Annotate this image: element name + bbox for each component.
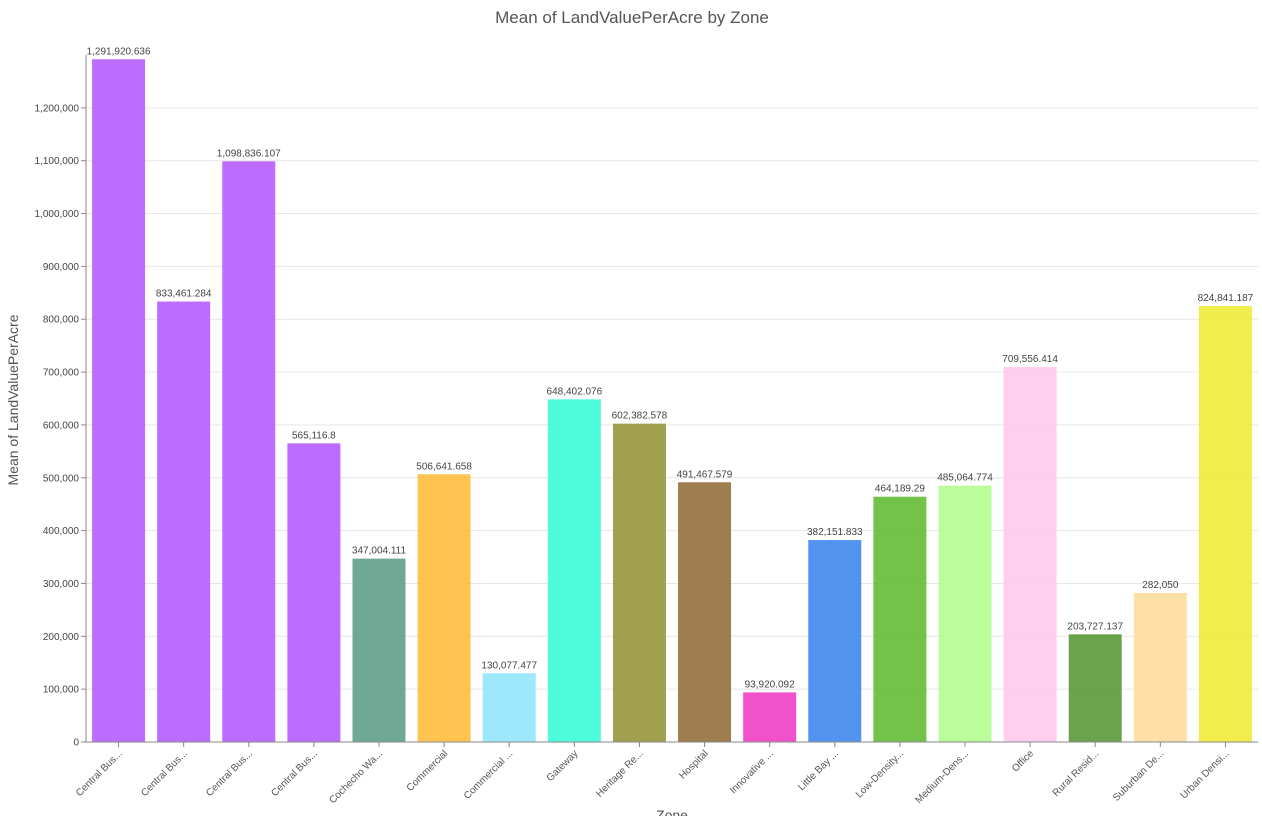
gridlines [86, 107, 1258, 690]
x-tick-label: Rural Resid... [1051, 748, 1102, 799]
bar[interactable] [1003, 367, 1057, 742]
bar[interactable] [1133, 592, 1187, 742]
bar[interactable] [808, 540, 862, 742]
y-tick-label: 700,000 [43, 368, 80, 379]
data-label: 506,641.658 [416, 461, 472, 472]
data-labels: 1,291,920.636 833,461.284 1,098,836.107 565… [87, 46, 1254, 690]
data-label: 1,098,836.107 [217, 148, 281, 159]
bars [92, 59, 1252, 742]
y-tick-label: 1,200,000 [35, 103, 80, 114]
y-tick-labels: 0 100,000 200,000 300,000 400,000 500,000 600,… [35, 103, 86, 749]
x-axis-title: Zone [656, 807, 688, 816]
data-label: 464,189.29 [875, 484, 925, 495]
x-tick-label: Gateway [545, 748, 581, 784]
y-tick-label: 500,000 [43, 473, 80, 484]
x-tick-label: Heritage Re... [594, 748, 645, 799]
bar[interactable] [547, 399, 601, 742]
y-tick-label: 800,000 [43, 315, 80, 326]
data-label: 282,050 [1142, 580, 1179, 591]
x-tick-label: Medium-Dens... [913, 748, 971, 806]
y-axis-title: Mean of LandValuePerAcre [5, 314, 21, 485]
data-label: 347,004.111 [352, 546, 407, 557]
x-tick-label: Commercial ... [462, 748, 515, 801]
y-tick-label: 600,000 [43, 420, 80, 431]
data-label: 130,077.477 [481, 660, 537, 671]
bar[interactable] [1068, 634, 1122, 742]
x-tick-label: Central Bus... [139, 748, 190, 799]
data-label: 648,402.076 [547, 386, 603, 397]
data-label: 833,461.284 [156, 289, 212, 300]
bar[interactable] [1198, 306, 1252, 742]
bar[interactable] [417, 474, 471, 742]
bar[interactable] [92, 59, 146, 742]
x-tick-label: Little Bay ... [796, 748, 841, 793]
data-label: 203,727.137 [1067, 621, 1123, 632]
data-label: 565,116.8 [292, 430, 336, 441]
x-tick-label: Central Bus... [204, 748, 255, 799]
data-label: 485,064.774 [937, 473, 993, 484]
y-tick-label: 300,000 [43, 579, 80, 590]
x-tick-label: Office [1010, 748, 1036, 774]
x-tick-label: Hospital [677, 748, 710, 781]
x-tick-label: Cochecho Wa... [327, 748, 385, 806]
y-tick-label: 900,000 [43, 262, 80, 273]
y-tick-label: 400,000 [43, 526, 80, 537]
data-label: 602,382.578 [612, 411, 668, 422]
chart-title: Mean of LandValuePerAcre by Zone [495, 8, 769, 27]
data-label: 824,841.187 [1198, 293, 1254, 304]
x-tick-label: Innovative ... [728, 748, 776, 796]
x-tick-label: Commercial [405, 748, 450, 793]
x-tick-label: Low-Density... [854, 748, 906, 800]
axes [85, 55, 1258, 743]
data-label: 1,291,920.636 [87, 46, 151, 57]
data-label: 709,556.414 [1002, 354, 1058, 365]
data-label: 491,467.579 [677, 469, 733, 480]
bar[interactable] [938, 485, 992, 742]
bar[interactable] [222, 161, 276, 742]
bar[interactable] [873, 496, 927, 742]
x-tick-label: Suburban De... [1111, 748, 1166, 803]
bar[interactable] [743, 692, 797, 742]
x-tick-label: Urban Densi... [1179, 748, 1232, 801]
bar[interactable] [678, 482, 732, 742]
y-tick-label: 200,000 [43, 632, 80, 643]
bar[interactable] [287, 443, 341, 742]
x-tick-label: Central Bus... [74, 748, 125, 799]
bar[interactable] [612, 423, 666, 742]
bar[interactable] [352, 558, 406, 742]
y-tick-label: 1,100,000 [35, 156, 80, 167]
data-label: 93,920.092 [745, 679, 795, 690]
bar[interactable] [157, 301, 211, 742]
bar[interactable] [482, 673, 536, 742]
y-tick-label: 100,000 [43, 685, 80, 696]
y-tick-label: 0 [73, 738, 79, 749]
x-tick-labels: Central Bus... Central Bus... Central Bus.… [74, 742, 1232, 806]
y-tick-label: 1,000,000 [35, 209, 80, 220]
data-label: 382,151.833 [807, 527, 863, 538]
x-tick-label: Central Bus... [269, 748, 320, 799]
